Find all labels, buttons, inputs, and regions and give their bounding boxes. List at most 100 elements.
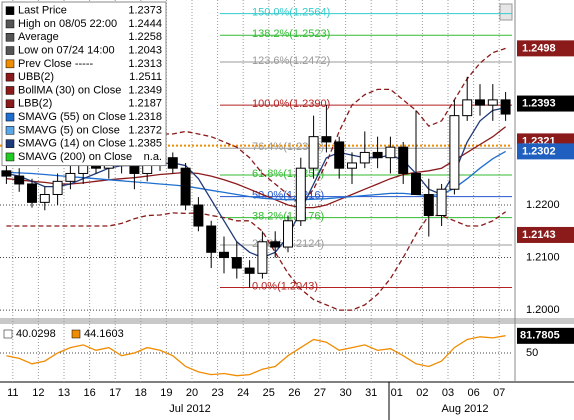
price-tag bbox=[517, 226, 574, 243]
legend-box bbox=[1, 1, 167, 167]
candle-body bbox=[372, 151, 383, 159]
price-tag bbox=[517, 40, 574, 57]
fib-label: 123.6%(1.2472) bbox=[252, 55, 330, 67]
legend-value: 1.2385 bbox=[128, 138, 162, 150]
candle-body bbox=[219, 251, 229, 259]
candle-body bbox=[385, 146, 396, 159]
candle-body bbox=[347, 162, 357, 169]
candle-body bbox=[270, 241, 281, 248]
candle-body bbox=[52, 180, 63, 195]
scroll-button[interactable] bbox=[499, 3, 513, 21]
legend-swatch bbox=[5, 112, 15, 122]
legend-label: SMAVG (14) on Close bbox=[18, 138, 126, 150]
x-tick-label: 02 bbox=[416, 387, 428, 399]
legend-swatch bbox=[71, 329, 81, 339]
legend-value: n.a. bbox=[144, 151, 162, 163]
price-tag-label: 81.7805 bbox=[520, 330, 560, 342]
price-tag bbox=[517, 143, 574, 160]
legend-swatch bbox=[5, 72, 15, 82]
x-tick-label: 27 bbox=[314, 387, 326, 399]
x-tick-label: 07 bbox=[493, 387, 505, 399]
candle-body bbox=[359, 151, 370, 164]
candle-body bbox=[398, 146, 409, 174]
x-tick-label: 12 bbox=[32, 387, 44, 399]
y-tick-label: 1.2100 bbox=[526, 251, 560, 263]
price-tag bbox=[517, 95, 574, 112]
legend-value: 1.2318 bbox=[128, 111, 162, 123]
price-tag bbox=[517, 327, 574, 344]
x-tick-label: 23 bbox=[211, 387, 223, 399]
candle-body bbox=[206, 225, 217, 253]
legend-value: 1.2444 bbox=[128, 18, 162, 30]
fib-label: 100.0%(1.2390) bbox=[252, 98, 330, 110]
candle-body bbox=[321, 136, 332, 143]
price-tag-label: 1.2143 bbox=[522, 229, 556, 241]
legend-label: SMAVG (55) on Close bbox=[18, 111, 126, 123]
legend-value: 40.0298 bbox=[16, 328, 56, 340]
price-tag-label: 1.2302 bbox=[522, 145, 556, 157]
candle-body bbox=[295, 167, 306, 222]
candle-body bbox=[334, 141, 345, 169]
legend-label: High on 08/05 22:00 bbox=[18, 18, 117, 30]
legend-swatch bbox=[5, 99, 15, 108]
indicator-line bbox=[6, 126, 507, 209]
x-tick-label: 26 bbox=[288, 387, 300, 399]
indicator-line bbox=[6, 107, 506, 259]
legend-swatch bbox=[5, 59, 15, 69]
candle-body bbox=[193, 204, 204, 227]
y-tick-label: 1.2000 bbox=[526, 304, 560, 316]
y-tick-label: 1.2200 bbox=[526, 199, 560, 211]
candle-body bbox=[27, 183, 37, 203]
panel-divider bbox=[0, 318, 574, 324]
candle-body bbox=[449, 115, 460, 190]
candle-body bbox=[14, 175, 25, 185]
x-tick-label: 01 bbox=[391, 387, 403, 399]
legend-swatch bbox=[3, 329, 13, 339]
candle-body bbox=[475, 99, 485, 106]
fib-label: 138.2%(1.2523) bbox=[252, 28, 330, 40]
legend-label: SMAVG (200) on Close bbox=[18, 151, 132, 163]
legend-label: Average bbox=[18, 31, 59, 43]
x-tick-label: 25 bbox=[263, 387, 275, 399]
x-tick-label: 13 bbox=[58, 387, 70, 399]
legend-swatch bbox=[5, 139, 15, 148]
legend-value: 1.2258 bbox=[128, 31, 162, 43]
legend-value: 1.2313 bbox=[128, 58, 162, 70]
candle-body bbox=[180, 167, 191, 206]
candle-body bbox=[283, 220, 293, 248]
candle-body bbox=[487, 99, 498, 106]
legend-value: 1.2373 bbox=[128, 5, 162, 17]
x-tick-label: 31 bbox=[365, 387, 377, 399]
x-tick-label: 24 bbox=[237, 387, 249, 399]
legend-value: 44.1603 bbox=[84, 328, 124, 340]
fib-label: 61.8%(1.2257) bbox=[252, 168, 324, 180]
x-tick-label: 30 bbox=[339, 387, 351, 399]
legend-value: 1.2187 bbox=[128, 98, 162, 110]
x-tick-label: 11 bbox=[7, 387, 18, 399]
candle-body bbox=[244, 267, 255, 274]
legend-value: 1.2349 bbox=[128, 84, 162, 96]
legend-value: 1.2043 bbox=[128, 44, 162, 56]
x-tick-label: 03 bbox=[442, 387, 454, 399]
y-tick-label: 50 bbox=[526, 347, 538, 359]
x-tick-label: 16 bbox=[83, 387, 95, 399]
legend-swatch bbox=[5, 33, 15, 42]
legend-value: 1.2372 bbox=[128, 124, 162, 136]
legend-swatch bbox=[5, 86, 15, 95]
candle-body bbox=[462, 99, 473, 117]
candle-body bbox=[308, 136, 319, 169]
candle-body bbox=[411, 172, 421, 195]
legend-swatch bbox=[5, 46, 15, 55]
x-tick-label: 06 bbox=[467, 387, 479, 399]
x-tick-label: 19 bbox=[160, 387, 172, 399]
month-label: Jul 2012 bbox=[169, 403, 211, 415]
legend-swatch bbox=[5, 126, 15, 135]
legend-label: Prev Close ----- bbox=[18, 58, 94, 70]
legend-label: LBB(2) bbox=[18, 98, 52, 110]
indicator-line bbox=[6, 335, 506, 377]
price-tag-label: 1.2498 bbox=[522, 42, 556, 54]
candle-body bbox=[1, 170, 12, 177]
candle-body bbox=[500, 99, 511, 115]
